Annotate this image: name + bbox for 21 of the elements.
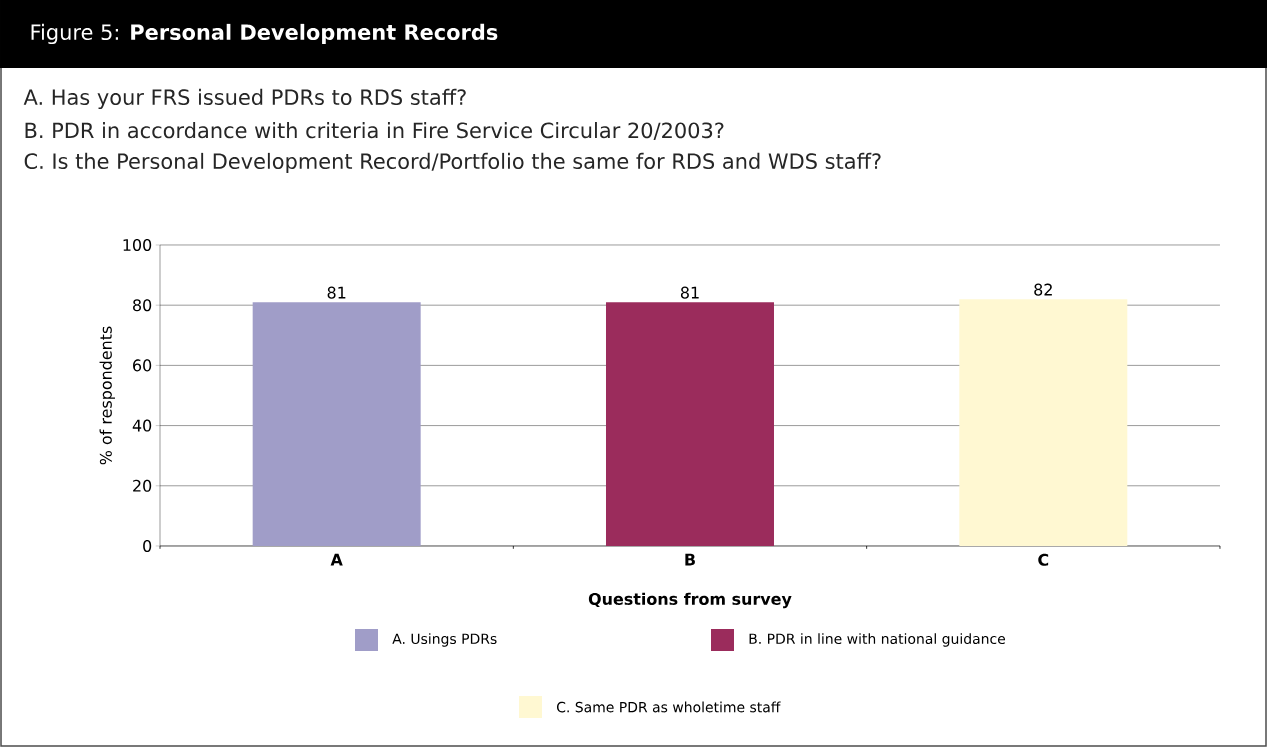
x-tick-label: C — [1038, 553, 1049, 566]
text: B. PDR in accordance with criteria in Fire Service Circular 20/2003? — [25, 122, 724, 140]
chart-title: Figure 5: Personal Development Records — [31, 23, 498, 45]
legend-label: C. Same PDR as wholetime staff — [556, 701, 781, 713]
y-tick-label: 0 — [143, 539, 152, 553]
x-tick-label: A — [330, 553, 343, 566]
data-label: 82 — [1034, 283, 1052, 296]
x-axis-title: Questions from survey — [588, 592, 792, 609]
y-tick-label: 40 — [132, 419, 152, 432]
data-label: 81 — [327, 286, 346, 299]
y-tick-label: 100 — [123, 238, 152, 251]
legend-label: B. PDR in line with national guidance — [749, 633, 1006, 647]
legend-label: A. Usings PDRs — [392, 633, 497, 647]
y-axis-title: % of respondents — [99, 326, 115, 465]
text: C. Is the Personal Development Record/Portfolio the same for RDS and WDS staff? — [24, 152, 881, 174]
y-tick-label: 60 — [133, 359, 152, 372]
y-tick-label: 80 — [133, 299, 152, 312]
data-label: 81 — [680, 286, 699, 299]
text: A. Has your FRS issued PDRs to RDS staff? — [23, 88, 466, 110]
y-tick-label: 20 — [133, 479, 152, 492]
x-tick-label: B — [685, 553, 695, 566]
